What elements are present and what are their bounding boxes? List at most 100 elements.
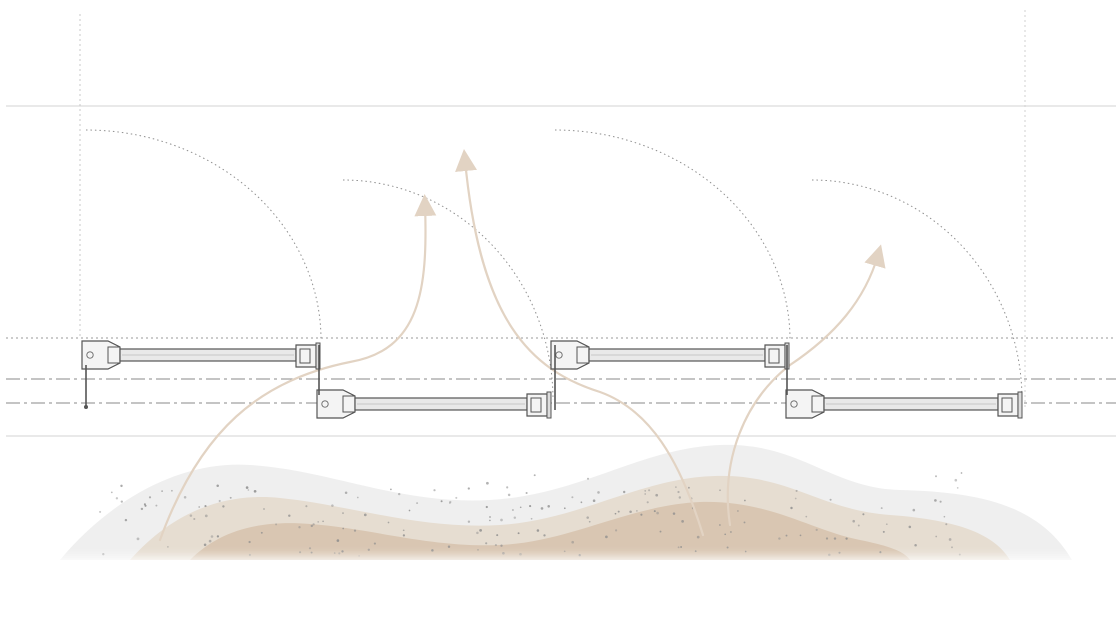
sand-dot: [678, 496, 682, 499]
sand-dot: [845, 537, 848, 540]
sand-dot: [677, 546, 680, 549]
sand-dot: [140, 507, 144, 511]
hinge-icon: [321, 400, 329, 408]
frame-profile-left: [785, 389, 825, 419]
sand-dot: [934, 499, 937, 502]
sand-dot: [247, 489, 250, 491]
sand-dot: [102, 553, 105, 556]
sand-dot: [317, 521, 320, 523]
sand-dot: [222, 505, 225, 508]
sand-dot: [353, 529, 357, 532]
sand-dot: [681, 520, 684, 523]
hinge-connectors: [85, 345, 788, 410]
sand-dot: [183, 496, 187, 499]
dune-inner: [190, 501, 910, 560]
frame-profile-right: [764, 344, 786, 368]
sand-dot: [502, 551, 505, 555]
sand-dot: [644, 493, 647, 495]
sand-dot: [322, 520, 324, 523]
sand-dot: [467, 520, 471, 523]
sand-dot: [467, 487, 470, 490]
rails: [6, 10, 1116, 437]
sand-dot: [275, 523, 278, 526]
sand-dot: [636, 510, 638, 512]
airflow-arrow-2: [455, 149, 705, 537]
sand-dot: [588, 520, 591, 523]
sand-dot: [605, 535, 608, 539]
sand-dot: [204, 514, 208, 518]
sand-dot: [615, 529, 618, 532]
sand-dot: [402, 534, 406, 537]
sand-dot: [744, 550, 747, 553]
sand-dot: [298, 526, 301, 529]
sand-dot: [115, 497, 119, 500]
sand-dot: [333, 552, 336, 554]
frame-detail: [530, 397, 542, 413]
sand-dot: [99, 510, 102, 513]
sand-dot: [120, 500, 123, 503]
sand-dot: [489, 516, 491, 518]
sand-dot: [513, 516, 517, 519]
frame-detail: [1001, 397, 1013, 413]
sand-dot: [672, 512, 676, 515]
sand-dot: [494, 544, 497, 547]
sand-dot: [571, 540, 575, 544]
sand-dot: [519, 552, 522, 556]
sand-dot: [794, 497, 797, 500]
sand-dot: [193, 517, 196, 521]
sand-dot: [592, 499, 596, 502]
sand-dot: [447, 545, 451, 548]
sand-dot: [440, 500, 443, 503]
frame-detail: [299, 348, 311, 364]
sand-dot: [387, 521, 390, 524]
sand-dot: [299, 551, 302, 554]
sand-dot: [653, 510, 656, 513]
sand-dot: [477, 549, 479, 551]
airflow-arrow-1: [158, 194, 437, 542]
sand-dot: [656, 511, 659, 515]
sand-dot: [358, 555, 360, 557]
sand-dot: [815, 528, 818, 532]
sand-dot: [263, 508, 265, 510]
sand-dot: [496, 534, 499, 537]
sand-dot: [373, 542, 376, 545]
swing-arc-2: [342, 179, 554, 401]
window-panel-2: [316, 389, 552, 419]
window-panel-3: [550, 340, 790, 370]
sand-dot: [908, 525, 912, 529]
sand-dot: [880, 507, 883, 510]
sand-dot: [617, 510, 620, 513]
sand-dot: [939, 500, 942, 503]
sand-dot: [229, 496, 232, 499]
frame-stop: [546, 391, 552, 419]
sand-dot: [363, 513, 367, 517]
sand-dot: [958, 553, 961, 556]
sand-dot: [912, 508, 916, 512]
sand-dot: [507, 493, 511, 497]
sand-dot: [536, 529, 540, 532]
airflow-arrows: [158, 149, 886, 542]
window-panel-4: [785, 389, 1023, 419]
frame-profile-left: [550, 340, 590, 370]
frame-profile-right: [295, 344, 317, 368]
sand-dot: [805, 515, 808, 518]
sand-dot: [726, 546, 729, 549]
sand-dot: [336, 539, 340, 542]
sand-dot: [308, 547, 312, 550]
frame-stop: [315, 342, 321, 370]
sand-dot: [161, 490, 163, 492]
sand-dot: [578, 554, 581, 557]
sand-dot: [852, 519, 855, 523]
sand-dot: [310, 551, 313, 554]
sand-dot: [694, 550, 697, 553]
sand-dot: [825, 537, 829, 540]
sand-dot: [533, 474, 536, 477]
sand-dot: [519, 506, 522, 509]
sand-dot: [431, 549, 434, 552]
sand-dot: [862, 513, 865, 516]
sand-dot: [218, 499, 221, 503]
frame-profile-left: [81, 340, 121, 370]
sand-dot: [485, 542, 488, 545]
frame-detail: [768, 348, 780, 364]
